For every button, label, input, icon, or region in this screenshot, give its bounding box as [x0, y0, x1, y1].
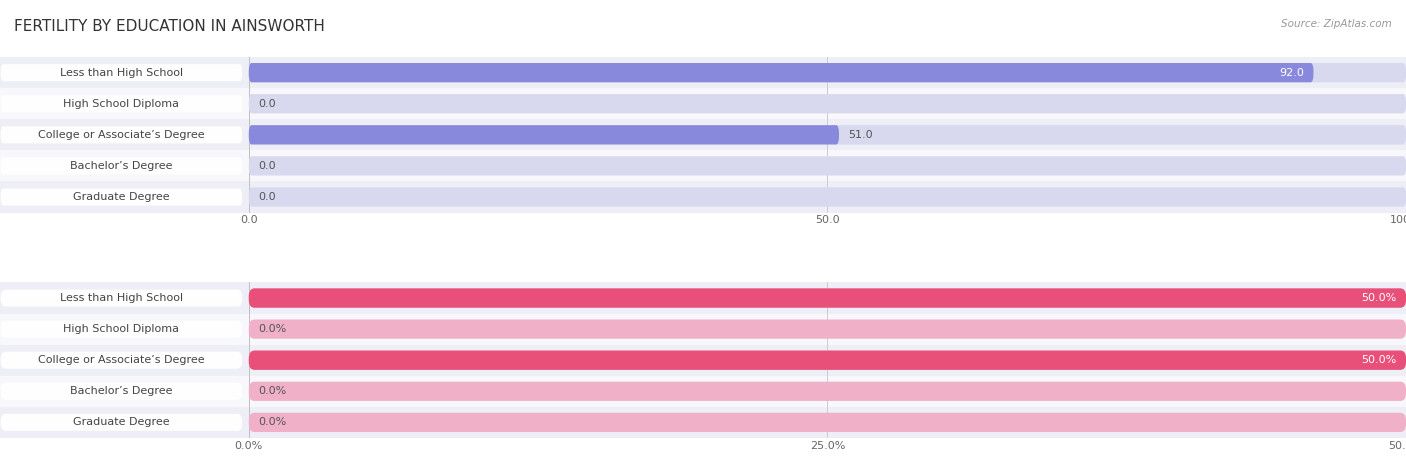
FancyBboxPatch shape [249, 94, 1406, 113]
FancyBboxPatch shape [1, 321, 242, 337]
Text: Bachelor’s Degree: Bachelor’s Degree [70, 161, 173, 171]
Text: Less than High School: Less than High School [60, 68, 183, 78]
Bar [0, 314, 1406, 345]
FancyBboxPatch shape [1, 188, 242, 206]
FancyBboxPatch shape [249, 63, 1406, 82]
Bar [0, 150, 1406, 181]
Text: 92.0: 92.0 [1279, 68, 1305, 78]
FancyBboxPatch shape [249, 125, 839, 145]
Text: Bachelor’s Degree: Bachelor’s Degree [70, 387, 173, 397]
Text: Graduate Degree: Graduate Degree [73, 192, 170, 202]
Text: 50.0%: 50.0% [1361, 355, 1396, 365]
Text: Graduate Degree: Graduate Degree [73, 417, 170, 427]
Text: College or Associate’s Degree: College or Associate’s Degree [38, 130, 205, 140]
FancyBboxPatch shape [249, 63, 1313, 82]
Text: 0.0: 0.0 [259, 161, 276, 171]
Text: Source: ZipAtlas.com: Source: ZipAtlas.com [1281, 19, 1392, 29]
Text: 0.0: 0.0 [259, 192, 276, 202]
Text: 50.0%: 50.0% [1361, 293, 1396, 303]
FancyBboxPatch shape [1, 95, 242, 112]
Text: College or Associate’s Degree: College or Associate’s Degree [38, 355, 205, 365]
FancyBboxPatch shape [249, 188, 1406, 207]
FancyBboxPatch shape [249, 125, 1406, 145]
Bar [0, 407, 1406, 438]
Text: 51.0: 51.0 [848, 130, 873, 140]
Text: High School Diploma: High School Diploma [63, 324, 180, 334]
Bar [0, 376, 1406, 407]
FancyBboxPatch shape [249, 350, 1406, 370]
Text: 0.0%: 0.0% [259, 417, 287, 427]
FancyBboxPatch shape [1, 158, 242, 174]
Bar [0, 282, 1406, 314]
Text: High School Diploma: High School Diploma [63, 99, 180, 109]
Bar [0, 57, 1406, 88]
FancyBboxPatch shape [249, 350, 1406, 370]
Text: FERTILITY BY EDUCATION IN AINSWORTH: FERTILITY BY EDUCATION IN AINSWORTH [14, 19, 325, 34]
FancyBboxPatch shape [249, 288, 1406, 307]
Bar [0, 88, 1406, 119]
Text: 0.0%: 0.0% [259, 387, 287, 397]
FancyBboxPatch shape [1, 64, 242, 81]
Text: Less than High School: Less than High School [60, 293, 183, 303]
Text: 0.0: 0.0 [259, 99, 276, 109]
Bar [0, 181, 1406, 213]
FancyBboxPatch shape [1, 126, 242, 143]
Bar [0, 345, 1406, 376]
FancyBboxPatch shape [1, 352, 242, 369]
FancyBboxPatch shape [249, 413, 1406, 432]
Text: 0.0%: 0.0% [259, 324, 287, 334]
FancyBboxPatch shape [249, 288, 1406, 307]
FancyBboxPatch shape [249, 156, 1406, 176]
FancyBboxPatch shape [1, 383, 242, 400]
Bar [0, 119, 1406, 150]
FancyBboxPatch shape [1, 414, 242, 431]
FancyBboxPatch shape [249, 319, 1406, 339]
FancyBboxPatch shape [249, 382, 1406, 401]
FancyBboxPatch shape [1, 289, 242, 307]
